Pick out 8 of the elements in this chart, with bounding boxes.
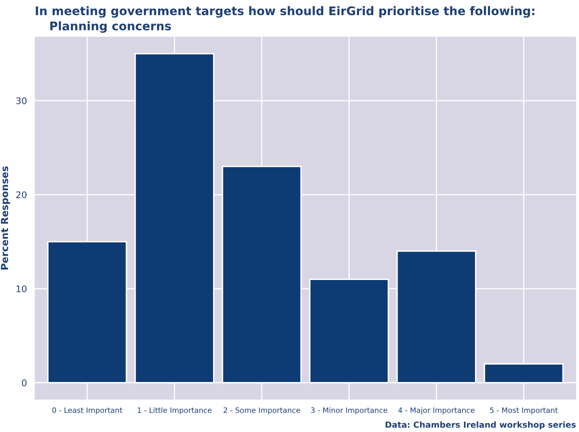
y-tick-label: 0 bbox=[22, 379, 26, 386]
y-tick-label: 30 bbox=[16, 97, 26, 104]
y-tick-label: 10 bbox=[16, 285, 26, 292]
text: Data: Chambers Ireland workshop series bbox=[386, 421, 576, 430]
y-tick-label: 20 bbox=[16, 191, 26, 198]
chart-title: In meeting government targets how should EirGrid prioritise the following: bbox=[36, 6, 534, 18]
y-axis-title: Percent Responses bbox=[0, 166, 10, 270]
chart-subtitle: Planning concerns bbox=[50, 21, 171, 33]
